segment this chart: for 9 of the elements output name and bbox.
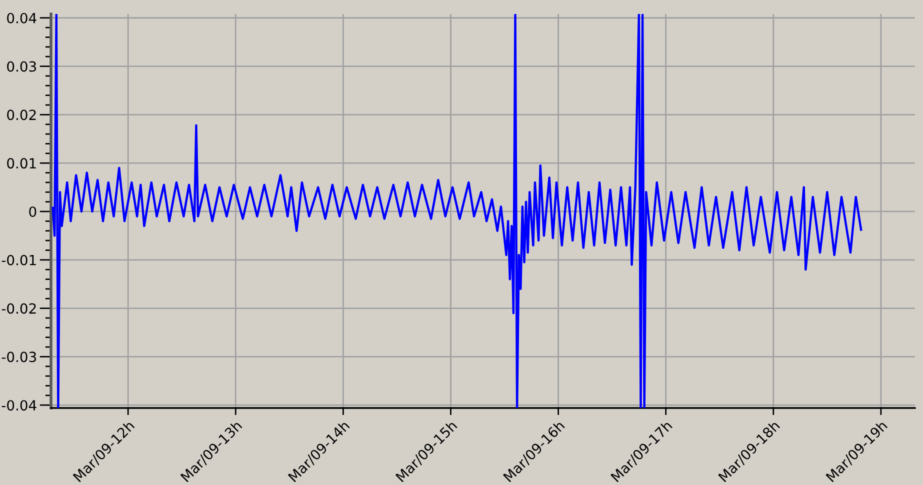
- y-tick-label: 0.01: [7, 158, 36, 169]
- y-tick-label: -0.04: [2, 400, 36, 411]
- y-tick-label: 0.04: [7, 12, 36, 24]
- y-tick-label: -0.02: [2, 303, 36, 314]
- y-tick-label: 0: [29, 206, 36, 217]
- y-tick-label: -0.01: [2, 254, 36, 266]
- y-tick-label: 0.02: [7, 110, 36, 120]
- y-tick-label: 0.03: [7, 61, 36, 72]
- y-tick-label: -0.03: [2, 352, 36, 362]
